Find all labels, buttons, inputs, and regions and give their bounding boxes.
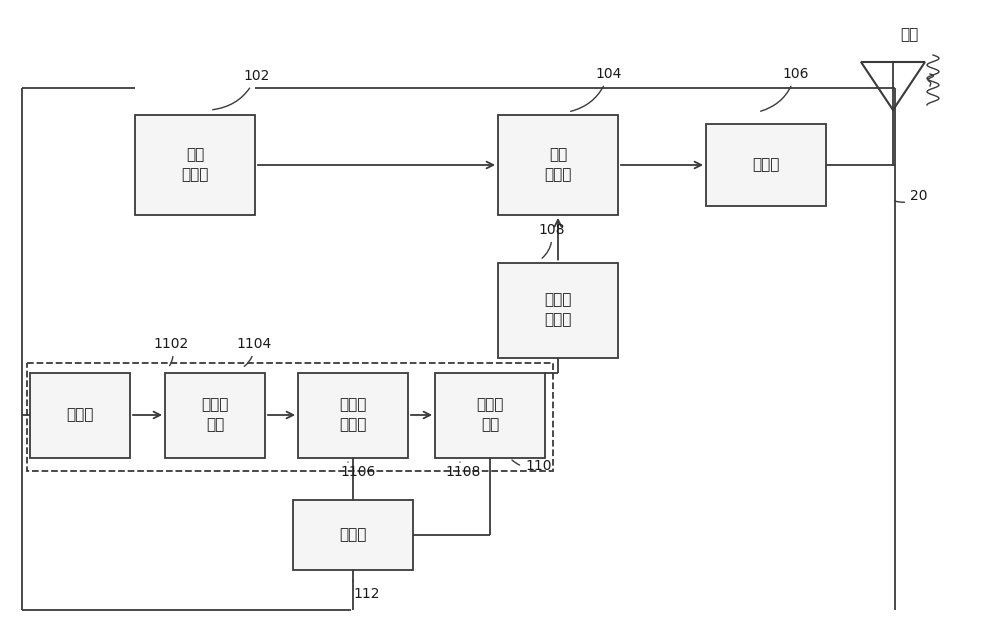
FancyBboxPatch shape bbox=[498, 262, 618, 357]
Text: 滤波器: 滤波器 bbox=[66, 408, 94, 423]
Text: 20: 20 bbox=[895, 189, 928, 203]
Text: 1106: 1106 bbox=[340, 462, 375, 479]
FancyBboxPatch shape bbox=[165, 372, 265, 458]
FancyBboxPatch shape bbox=[298, 372, 408, 458]
Text: 1108: 1108 bbox=[445, 462, 480, 479]
FancyBboxPatch shape bbox=[135, 115, 255, 215]
Text: 1102: 1102 bbox=[153, 337, 188, 366]
Text: 104: 104 bbox=[571, 67, 621, 111]
Text: 处理器: 处理器 bbox=[339, 528, 367, 543]
FancyBboxPatch shape bbox=[30, 372, 130, 458]
Text: 数字控
制电路: 数字控 制电路 bbox=[339, 398, 367, 433]
FancyBboxPatch shape bbox=[498, 115, 618, 215]
Text: 天线: 天线 bbox=[900, 28, 918, 43]
Text: 106: 106 bbox=[761, 67, 808, 111]
Bar bbox=[27, 363, 553, 471]
Text: 耦合器: 耦合器 bbox=[752, 158, 780, 173]
Text: 102: 102 bbox=[213, 69, 269, 110]
Text: 110: 110 bbox=[512, 459, 552, 473]
Text: 射频
发射器: 射频 发射器 bbox=[181, 148, 209, 182]
FancyBboxPatch shape bbox=[706, 124, 826, 206]
Text: 112: 112 bbox=[353, 580, 380, 601]
Text: 第一控
制模块: 第一控 制模块 bbox=[544, 292, 572, 327]
Text: 1104: 1104 bbox=[236, 337, 271, 366]
Text: 108: 108 bbox=[538, 223, 564, 258]
FancyBboxPatch shape bbox=[293, 500, 413, 570]
Text: 功率
放大器: 功率 放大器 bbox=[544, 148, 572, 182]
FancyBboxPatch shape bbox=[435, 372, 545, 458]
Text: 逻辑门
电路: 逻辑门 电路 bbox=[476, 398, 504, 433]
Text: 模数转
换器: 模数转 换器 bbox=[201, 398, 229, 433]
